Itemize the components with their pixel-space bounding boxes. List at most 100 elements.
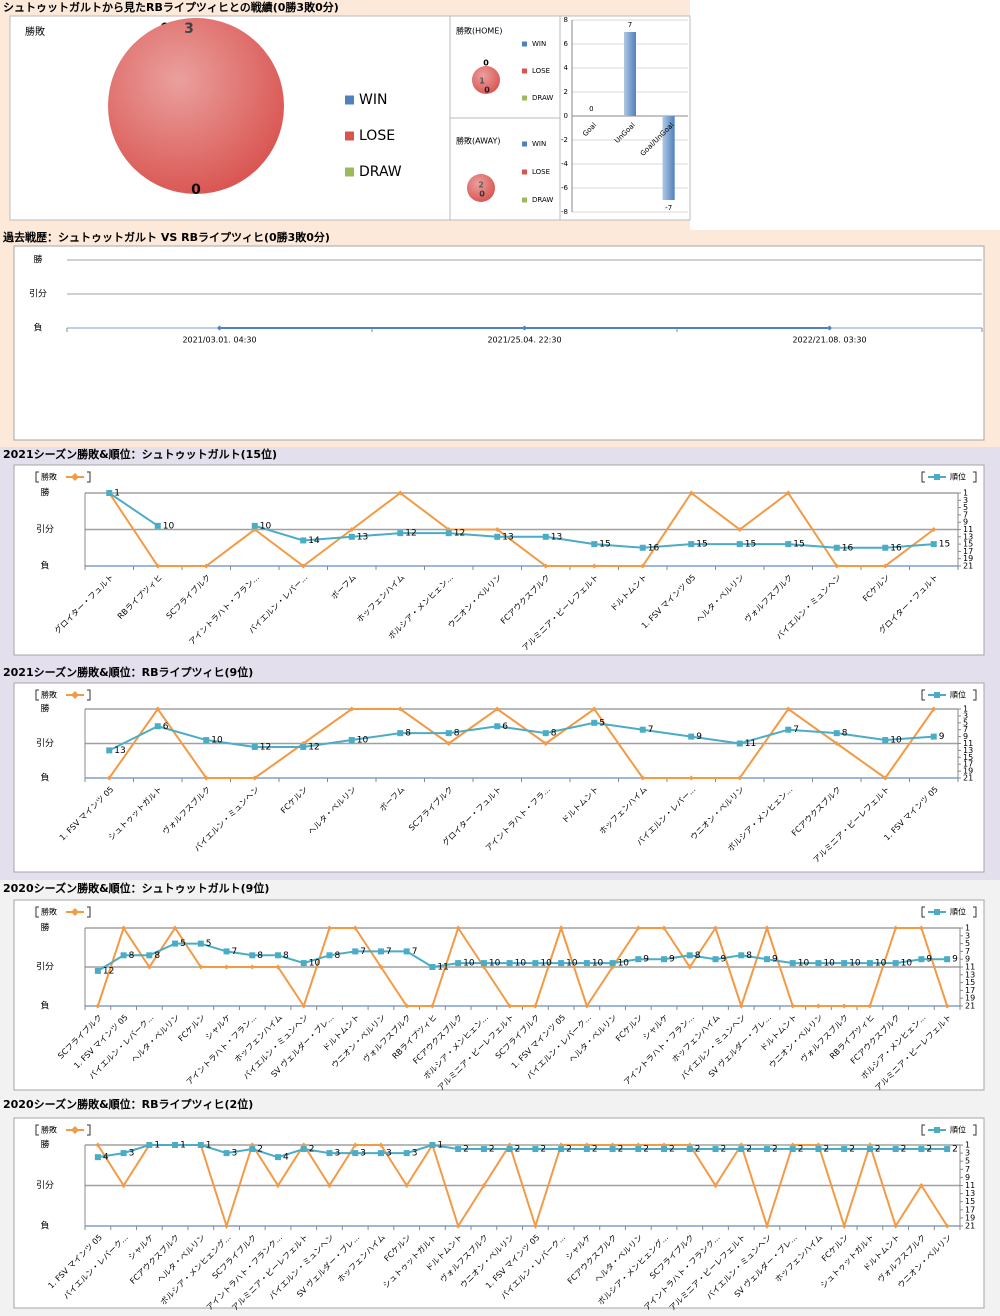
data-label: 16 (890, 543, 902, 553)
point (429, 1003, 435, 1009)
data-label: 12 (405, 529, 416, 539)
point (712, 956, 719, 963)
point (506, 1146, 513, 1153)
point (349, 527, 355, 532)
point (789, 960, 796, 967)
legend-swatch (522, 68, 527, 74)
y-tick-label: 負 (33, 322, 42, 334)
point (249, 1146, 256, 1153)
y2-tick-label: 21 (965, 1002, 975, 1011)
data-label: 7 (628, 21, 632, 29)
data-label: 2 (721, 1145, 727, 1155)
point (348, 533, 355, 540)
point (736, 541, 743, 548)
point (931, 527, 937, 532)
y-tick-label: -4 (561, 160, 569, 168)
point (737, 527, 743, 532)
point (583, 1146, 590, 1153)
y2-tick-label: 3 (963, 711, 968, 720)
point (197, 940, 204, 947)
legend-bracket (973, 689, 977, 701)
pie-shine (467, 174, 495, 202)
y2-tick-label: 5 (963, 718, 968, 727)
legend-label: 勝敗 (41, 472, 57, 482)
y2-tick-label: 21 (963, 562, 973, 571)
point (326, 952, 333, 959)
section-title: 過去戦歴：シュトゥットガルト VS RBライプツィヒ(0勝3敗0分) (2, 230, 330, 244)
y-tick-label: -8 (561, 208, 568, 216)
y-tick-label: -2 (561, 136, 568, 144)
point (789, 1146, 796, 1153)
point (154, 522, 161, 529)
legend-label: 順位 (950, 907, 966, 917)
y2-tick-label: 19 (965, 1213, 975, 1222)
point (713, 925, 719, 931)
section-title: 2020シーズン勝敗&順位：RBライプツィヒ(2位) (3, 1097, 253, 1111)
y-tick-label: 勝 (33, 254, 42, 266)
point (841, 1003, 847, 1009)
point (639, 544, 646, 551)
point (790, 1003, 796, 1009)
point (480, 960, 487, 967)
point (522, 325, 527, 331)
point (583, 960, 590, 967)
y2-tick-label: 13 (963, 532, 973, 541)
point (944, 1146, 951, 1153)
point (429, 964, 436, 970)
point (94, 1154, 101, 1161)
point (377, 1150, 384, 1157)
legend-marker (71, 908, 79, 916)
pie-title: 勝敗(AWAY) (456, 136, 501, 146)
y2-tick-label: 13 (965, 970, 975, 979)
legend-label: LOSE (532, 168, 550, 176)
chart-frame (13, 899, 985, 1091)
data-label: 2 (540, 1145, 546, 1155)
y2-tick-label: 3 (965, 1149, 970, 1158)
data-label: 2 (309, 1145, 315, 1155)
data-label: 8 (334, 951, 340, 961)
data-label: 12 (260, 742, 271, 752)
data-label: 16 (648, 543, 660, 553)
data-label: 1 (437, 1141, 443, 1151)
data-label: 13 (502, 532, 513, 542)
pie-shine (472, 66, 500, 94)
data-label: 2 (901, 1145, 907, 1155)
y2-tick-label: 15 (965, 978, 975, 987)
data-label: 3 (360, 1149, 366, 1159)
data-label: 4 (283, 1153, 289, 1163)
legend-bracket (921, 689, 925, 701)
data-label: 10 (309, 959, 321, 969)
point (94, 967, 101, 974)
data-label: 10 (798, 959, 810, 969)
y-tick-label: 引分 (29, 289, 47, 300)
point (882, 775, 888, 781)
legend-marker (71, 691, 79, 699)
data-label: 8 (695, 951, 701, 961)
point (866, 1146, 873, 1153)
point (584, 1003, 590, 1009)
point (712, 1146, 719, 1153)
data-label: 10 (823, 959, 835, 969)
data-label: 10 (163, 521, 175, 531)
point (736, 740, 743, 747)
section-title: シュトゥットガルトから見たRBライプツィヒとの戦績(0勝3敗0分) (3, 0, 339, 14)
point (532, 1146, 539, 1153)
point (172, 1142, 179, 1148)
legend-label: 勝敗 (41, 690, 57, 700)
data-label: 2 (772, 1145, 778, 1155)
legend-label: 勝敗 (41, 1125, 57, 1135)
point (661, 956, 668, 963)
pie-title: 勝敗(HOME) (456, 26, 503, 36)
point (352, 1150, 359, 1157)
data-label: 10 (463, 959, 475, 969)
point (146, 1142, 153, 1148)
data-label: 4 (103, 1153, 109, 1163)
y-tick-label: 負 (40, 560, 49, 572)
data-label: 8 (154, 951, 160, 961)
point (833, 544, 840, 551)
point (918, 925, 924, 931)
data-label: 3 (412, 1149, 418, 1159)
data-label: 2 (798, 1145, 804, 1155)
point (834, 741, 840, 746)
data-label: 10 (890, 736, 902, 746)
